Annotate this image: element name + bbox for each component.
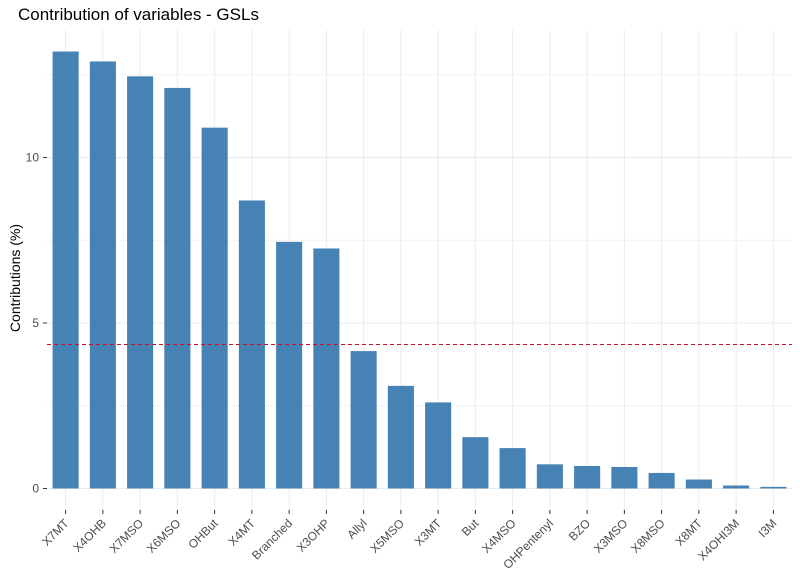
x-tick-label: X7MSO bbox=[107, 516, 147, 556]
x-tick-label: Allyl bbox=[344, 516, 369, 541]
x-tick-label: X4OHB bbox=[70, 516, 109, 555]
bar bbox=[52, 51, 79, 489]
bar bbox=[536, 464, 563, 489]
x-tick-label: Branched bbox=[249, 516, 295, 562]
bar bbox=[760, 486, 787, 489]
bar bbox=[425, 402, 452, 489]
x-tick-label: X7MT bbox=[39, 516, 72, 549]
y-axis: 0 5 10 bbox=[26, 150, 47, 495]
bars bbox=[52, 51, 787, 489]
y-axis-title: Contributions (%) bbox=[7, 224, 23, 332]
x-tick-label: X4MT bbox=[225, 516, 258, 549]
x-tick-label: X6MSO bbox=[144, 516, 184, 556]
x-tick-label: X8MSO bbox=[628, 516, 668, 556]
y-tick-label: 0 bbox=[32, 481, 39, 495]
chart-title: Contribution of variables - GSLs bbox=[18, 5, 259, 24]
x-tick-label: X5MSO bbox=[367, 516, 407, 556]
bar bbox=[276, 241, 303, 489]
x-tick-label: X3MSO bbox=[591, 516, 631, 556]
bar bbox=[462, 437, 489, 489]
bar bbox=[313, 248, 340, 489]
bar bbox=[164, 87, 191, 489]
y-tick-label: 5 bbox=[32, 316, 39, 330]
bar bbox=[685, 479, 712, 489]
bar bbox=[648, 472, 675, 489]
x-tick-label: X3OHP bbox=[294, 516, 333, 555]
bar bbox=[127, 76, 154, 489]
x-tick-label: X8MT bbox=[672, 516, 705, 549]
x-tick-label: But bbox=[459, 516, 482, 539]
y-tick-label: 10 bbox=[26, 150, 40, 164]
bar bbox=[611, 466, 638, 489]
bar bbox=[89, 61, 116, 489]
bar bbox=[574, 465, 601, 489]
bar bbox=[387, 385, 414, 489]
bar bbox=[723, 485, 750, 489]
bar bbox=[499, 448, 526, 489]
x-tick-label: X3MT bbox=[412, 516, 445, 549]
x-tick-label: BZO bbox=[566, 516, 593, 543]
bar bbox=[350, 351, 377, 489]
x-tick-label: I3M bbox=[755, 516, 779, 540]
x-tick-label: OHBut bbox=[185, 516, 221, 552]
bar bbox=[201, 127, 228, 489]
grid-lines bbox=[47, 30, 792, 510]
